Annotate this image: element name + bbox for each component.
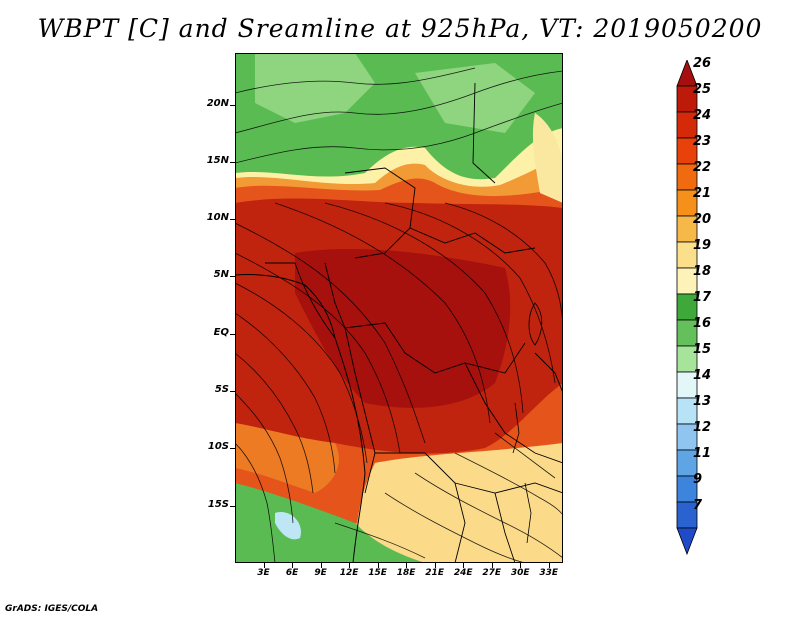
colorbar-label: 18 — [693, 264, 712, 279]
lon-tick-label: 33E — [539, 568, 559, 578]
lat-tick-mark — [230, 104, 235, 106]
lat-tick-mark — [230, 333, 235, 335]
lat-tick-label: 15S — [207, 498, 229, 510]
lon-tick-label: 27E — [482, 568, 502, 578]
colorbar — [676, 60, 698, 556]
chart-title: WBPT [C] and Sreamline at 925hPa, VT: 20… — [37, 14, 763, 43]
lat-tick-mark — [230, 276, 235, 278]
lon-tick-label: 15E — [368, 568, 387, 578]
lat-tick-mark — [230, 448, 235, 450]
lat-tick-label: 10N — [206, 212, 229, 224]
colorbar-label: 25 — [693, 82, 712, 97]
grads-credit: GrADS: IGES/COLA — [5, 604, 99, 614]
coastline — [235, 274, 366, 563]
map-panel — [235, 53, 563, 563]
lon-tick-mark — [292, 563, 294, 568]
lon-tick-label: 9E — [314, 568, 327, 578]
lon-tick-mark — [349, 563, 351, 568]
lon-tick-mark — [263, 563, 265, 568]
field-band-dark-red — [295, 248, 511, 408]
field-patch-light-blue-sw — [275, 512, 301, 540]
lon-tick-label: 3E — [257, 568, 270, 578]
colorbar-label: 20 — [693, 212, 712, 227]
colorbar-label: 24 — [693, 108, 712, 123]
colorbar-label: 13 — [693, 394, 712, 409]
lat-tick-mark — [230, 161, 235, 163]
lat-tick-label: 10S — [207, 441, 229, 453]
lat-tick-mark — [230, 391, 235, 393]
lon-tick-mark — [520, 563, 522, 568]
colorbar-label: 17 — [693, 290, 712, 305]
lat-tick-mark — [230, 219, 235, 221]
lat-tick-label: 5N — [213, 269, 229, 281]
colorbar-label: 22 — [693, 160, 712, 175]
lat-tick-label: 20N — [206, 97, 229, 109]
colorbar-label: 23 — [693, 134, 712, 149]
lon-tick-mark — [491, 563, 493, 568]
field-patch-east-yellow — [532, 113, 563, 203]
lon-tick-mark — [377, 563, 379, 568]
colorbar-label: 16 — [693, 316, 712, 331]
colorbar-label: 21 — [693, 186, 712, 201]
colorbar-label: 11 — [693, 446, 712, 461]
lon-tick-mark — [548, 563, 550, 568]
colorbar-label: 19 — [693, 238, 712, 253]
lon-tick-mark — [463, 563, 465, 568]
lon-tick-label: 24E — [453, 568, 473, 578]
colorbar-label: 15 — [693, 342, 712, 357]
lat-tick-label: 15N — [206, 154, 229, 166]
map-frame — [235, 53, 563, 563]
lon-tick-label: 18E — [396, 568, 416, 578]
colorbar-label: 26 — [693, 56, 712, 71]
lon-tick-label: 6E — [285, 568, 299, 578]
lon-tick-mark — [406, 563, 408, 568]
colorbar-label: 14 — [693, 368, 712, 383]
field-patch-light-green-north — [255, 53, 375, 123]
map-canvas — [235, 53, 563, 563]
colorbar-label: 9 — [693, 472, 703, 487]
country-borders — [265, 82, 563, 563]
field-band-south-yellow — [355, 443, 563, 563]
colorbar-label: 12 — [693, 420, 712, 435]
lat-tick-label: EQ — [213, 326, 229, 338]
lon-tick-label: 12E — [339, 568, 359, 578]
lon-tick-mark — [434, 563, 436, 568]
streamlines — [235, 67, 563, 563]
field-band-sw-orange — [235, 423, 339, 493]
lat-tick-label: 5S — [214, 384, 229, 396]
lon-tick-mark — [320, 563, 322, 568]
field-band-south-green — [235, 483, 425, 563]
lat-tick-mark — [230, 505, 235, 507]
colorbar-label: 7 — [693, 498, 703, 513]
lakes — [512, 302, 543, 544]
colorbar-bottom-triangle — [676, 527, 698, 556]
lon-tick-label: 30E — [510, 568, 530, 578]
lon-tick-label: 21E — [425, 568, 444, 578]
